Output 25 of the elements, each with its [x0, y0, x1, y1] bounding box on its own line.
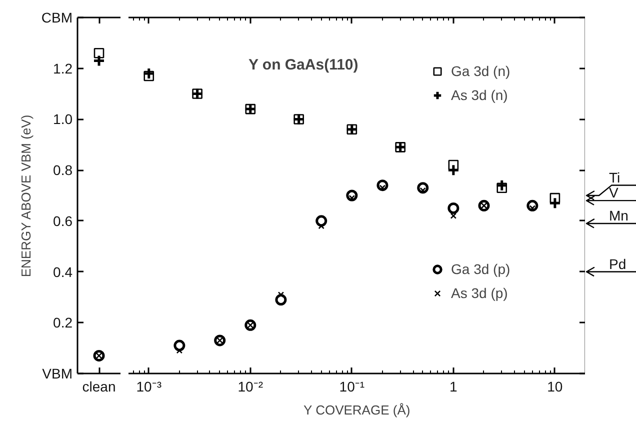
x-tick-label: 1: [450, 378, 458, 394]
ref-line-label: Pd: [609, 256, 626, 272]
y-tick-label: CBM: [41, 10, 73, 26]
x-tick-label: 10⁻³: [136, 378, 162, 394]
legend-label: As 3d (n): [451, 87, 508, 103]
x-tick-label: 10: [547, 378, 563, 394]
text: Y on GaAs(110): [248, 56, 358, 74]
y-tick-label: 0.2: [53, 314, 73, 331]
y-tick-label: VBM: [42, 366, 73, 382]
legend-label: Ga 3d (p): [451, 261, 510, 277]
x-axis-title: Y COVERAGE (Å): [304, 402, 410, 418]
y-tick-label: 0.4: [53, 264, 73, 280]
ref-line-label: V: [609, 184, 619, 201]
y-tick-label: 1.2: [53, 60, 73, 76]
x-tick-label: 10⁻¹: [339, 378, 365, 394]
y-axis-title: ENERGY ABOVE VBM (eV): [18, 114, 34, 278]
legend-label: Ga 3d (n): [451, 63, 510, 79]
ref-line-label: Mn: [609, 207, 628, 224]
x-tick-label: clean: [82, 378, 116, 394]
y-tick-label: 0.6: [53, 212, 73, 229]
y-tick-label: 1.0: [53, 111, 73, 128]
y-tick-label: 0.8: [53, 162, 73, 178]
legend-label: As 3d (p): [451, 285, 508, 301]
x-tick-label: 10⁻²: [238, 378, 264, 394]
legend-label: Ti: [609, 169, 620, 186]
